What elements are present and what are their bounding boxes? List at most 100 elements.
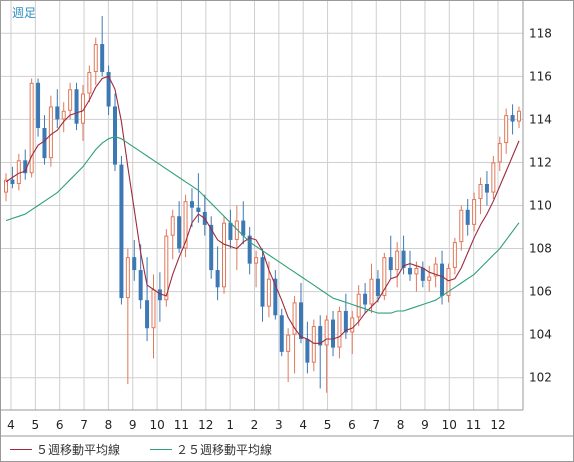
candle-body-down (119, 164, 124, 299)
candle-body-up (16, 160, 21, 184)
candle-body-up (183, 201, 188, 249)
x-tick-label: 10 (442, 418, 457, 432)
y-tick-label: 102 (529, 371, 552, 385)
y-tick-label: 110 (529, 199, 552, 213)
candle-body-up (350, 317, 355, 333)
candle-body-down (36, 82, 41, 129)
candle-body-up (433, 263, 438, 277)
candle-body-up (61, 110, 66, 120)
y-tick-label: 116 (529, 69, 552, 83)
y-tick-label: 108 (529, 242, 552, 256)
x-tick-label: 12 (198, 418, 213, 432)
candle-body-down (318, 326, 323, 346)
candle-body-down (228, 222, 233, 240)
candle-body-down (305, 338, 310, 363)
candle-body-down (484, 183, 489, 193)
candle-body-down (247, 235, 252, 264)
candle-body-up (497, 143, 502, 163)
candle-body-up (266, 278, 271, 307)
legend-swatch-ma25 (150, 449, 172, 450)
candle-body-down (100, 44, 105, 73)
candle-body-down (407, 267, 412, 275)
candle-body-down (279, 315, 284, 352)
candle-body-up (459, 209, 464, 243)
candle-body-up (93, 44, 98, 73)
candle-body-up (48, 106, 53, 159)
candle-body-up (427, 276, 432, 281)
candle-body-up (164, 235, 169, 301)
candle-body-down (215, 270, 220, 288)
candle-body-down (23, 160, 28, 174)
candle-body-down (375, 278, 380, 296)
candle-body-up (254, 257, 259, 264)
candle-body-down (132, 257, 137, 271)
candle-body-down (189, 201, 194, 208)
x-tick-label: 4 (299, 418, 307, 432)
y-tick-label: 104 (529, 328, 552, 342)
candle-body-down (273, 278, 278, 316)
candle-body-up (382, 257, 387, 296)
candle-body-down (298, 302, 303, 339)
candle-body-down (10, 179, 15, 184)
candle-body-up (4, 179, 8, 193)
x-tick-label: 8 (397, 418, 405, 432)
x-tick-label: 5 (324, 418, 332, 432)
candle-body-down (401, 250, 406, 268)
period-label: 週足 (12, 6, 37, 20)
candle-body-down (157, 289, 162, 301)
candle-body-up (286, 334, 291, 352)
candle-body-down (260, 257, 265, 307)
candle-body-down (343, 310, 348, 333)
legend-label-ma25: ２５週移動平均線 (176, 443, 273, 457)
candle-body-up (68, 89, 73, 111)
x-tick-label: 12 (490, 418, 505, 432)
x-tick-label: 2 (251, 418, 259, 432)
candle-body-down (440, 263, 445, 296)
candle-body-down (363, 293, 368, 305)
candle-body-up (369, 278, 374, 305)
candle-body-down (74, 89, 79, 124)
candle-body-up (517, 110, 521, 122)
candle-body-up (472, 199, 477, 225)
candle-body-down (106, 72, 111, 107)
candle-body-down (420, 267, 425, 281)
candle-body-up (151, 289, 156, 329)
candle-body-up (446, 267, 451, 296)
candle-body-up (87, 72, 92, 94)
candle-body-up (324, 319, 329, 346)
candle-body-down (510, 115, 515, 122)
candle-body-down (138, 270, 143, 301)
x-tick-label: 9 (421, 418, 429, 432)
candle-body-down (177, 216, 182, 249)
ma25-line (5, 136, 520, 314)
candle-body-down (241, 220, 246, 236)
candle-body-up (452, 242, 457, 268)
legend-item-ma25: ２５週移動平均線 (150, 441, 272, 458)
candle-body-down (55, 106, 60, 120)
candle-body-down (42, 128, 47, 159)
candle-body-up (337, 310, 342, 348)
x-tick-label: 8 (105, 418, 113, 432)
legend: ５週移動平均線 ２５週移動平均線 (0, 438, 572, 460)
candle-body-down (145, 300, 150, 329)
x-tick-label: 11 (174, 418, 189, 432)
candle-body-up (491, 162, 496, 193)
x-tick-label: 1 (226, 418, 234, 432)
candle-body-up (292, 302, 297, 335)
y-tick-label: 114 (529, 112, 552, 126)
y-tick-label: 112 (529, 155, 552, 169)
candle-body-up (395, 250, 400, 271)
x-tick-label: 11 (466, 418, 481, 432)
y-tick-label: 106 (529, 285, 552, 299)
x-tick-label: 10 (149, 418, 164, 432)
x-tick-label: 4 (7, 418, 15, 432)
candle-body-down (331, 319, 336, 348)
candle-body-up (504, 115, 509, 144)
candle-body-down (465, 209, 470, 225)
candle-body-down (196, 207, 201, 212)
candle-body-up (222, 222, 227, 288)
legend-swatch-ma5 (10, 449, 32, 450)
legend-label-ma5: ５週移動平均線 (36, 443, 121, 457)
candle-body-up (170, 216, 175, 236)
